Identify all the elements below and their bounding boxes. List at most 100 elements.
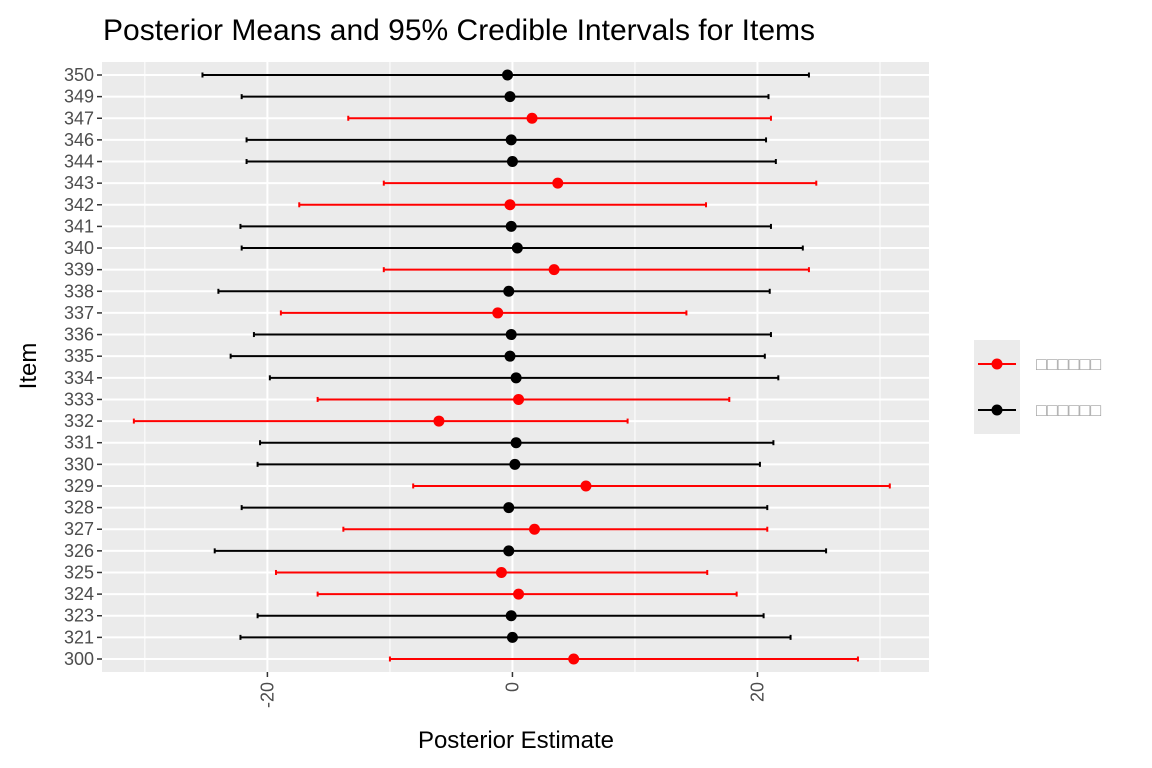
y-tick-label: 336 (64, 325, 94, 345)
y-tick-label: 338 (64, 281, 94, 301)
interval-item-349 (240, 91, 770, 103)
legend: □□□□□□ □□□□□□ (974, 340, 1101, 434)
mean-point (504, 199, 516, 211)
interval-item-325 (274, 566, 709, 578)
y-tick-label: 325 (64, 562, 94, 582)
interval-item-343 (382, 177, 818, 189)
mean-point (552, 177, 564, 189)
mean-point (513, 393, 525, 405)
mean-point (433, 415, 445, 427)
y-tick-label: 350 (64, 65, 94, 85)
interval-item-335 (229, 350, 766, 362)
y-tick-label: 326 (64, 541, 94, 561)
mean-point (510, 372, 522, 384)
interval-item-334 (268, 372, 780, 384)
mean-point (526, 112, 538, 124)
y-tick-label: 337 (64, 303, 94, 323)
mean-point (509, 458, 521, 470)
y-tick-label: 324 (64, 584, 94, 604)
interval-item-323 (256, 610, 765, 622)
y-axis-title: Item (15, 343, 42, 390)
x-axis-title: Posterior Estimate (418, 727, 614, 754)
mean-point (506, 156, 518, 168)
mean-point (505, 220, 517, 232)
y-tick-label: 344 (64, 152, 94, 172)
interval-item-324 (316, 588, 738, 600)
interval-item-346 (245, 134, 768, 146)
mean-point (492, 307, 504, 319)
interval-item-339 (382, 264, 810, 276)
interval-item-347 (347, 112, 772, 124)
legend-key-point-2 (991, 404, 1003, 416)
interval-item-342 (298, 199, 708, 211)
y-tick-label: 329 (64, 476, 94, 496)
y-tick-label: 335 (64, 346, 94, 366)
interval-item-329 (412, 480, 891, 492)
mean-point (503, 502, 515, 514)
x-tick-label: 0 (502, 682, 522, 692)
mean-point (513, 588, 525, 600)
interval-item-338 (217, 285, 771, 297)
y-tick-label: 346 (64, 130, 94, 150)
x-axis: -20 0 20 (257, 672, 767, 708)
y-tick-label: 349 (64, 87, 94, 107)
interval-item-344 (245, 156, 777, 168)
y-tick-label: 333 (64, 389, 94, 409)
y-tick-label: 327 (64, 519, 94, 539)
interval-item-340 (240, 242, 804, 254)
mean-point (506, 631, 518, 643)
interval-item-332 (132, 415, 629, 427)
interval-item-300 (388, 653, 859, 665)
interval-item-331 (259, 437, 775, 449)
y-tick-label: 328 (64, 498, 94, 518)
y-tick-label: 347 (64, 108, 94, 128)
x-tick-label: -20 (257, 682, 277, 708)
y-axis: 3503493473463443433423413403393383373363… (64, 65, 102, 669)
y-tick-label: 341 (64, 216, 94, 236)
interval-item-341 (239, 220, 772, 232)
interval-item-326 (213, 545, 828, 557)
y-tick-label: 331 (64, 433, 94, 453)
interval-item-321 (239, 631, 792, 643)
mean-point (510, 437, 522, 449)
interval-item-328 (240, 502, 769, 514)
legend-key-point-1 (991, 358, 1003, 370)
interval-item-330 (256, 458, 761, 470)
y-tick-label: 300 (64, 649, 94, 669)
y-tick-label: 321 (64, 627, 94, 647)
legend-label-1: □□□□□□ (1036, 354, 1101, 374)
y-tick-label: 323 (64, 606, 94, 626)
y-tick-label: 339 (64, 260, 94, 280)
y-tick-label: 343 (64, 173, 94, 193)
mean-point (502, 69, 514, 81)
mean-point (505, 329, 517, 341)
y-tick-label: 340 (64, 238, 94, 258)
chart-title: Posterior Means and 95% Credible Interva… (103, 14, 815, 47)
mean-point (495, 566, 507, 578)
interval-item-333 (316, 393, 731, 405)
mean-point (504, 350, 516, 362)
y-tick-label: 342 (64, 195, 94, 215)
intervals (132, 69, 891, 665)
y-tick-label: 330 (64, 454, 94, 474)
mean-point (568, 653, 580, 665)
mean-point (504, 91, 516, 103)
legend-label-2: □□□□□□ (1036, 400, 1101, 420)
x-tick-label: 20 (747, 682, 767, 702)
legend-box (974, 340, 1020, 434)
mean-point (580, 480, 592, 492)
interval-item-350 (201, 69, 810, 81)
mean-point (505, 134, 517, 146)
y-tick-label: 334 (64, 368, 94, 388)
interval-item-337 (279, 307, 688, 319)
mean-point (505, 610, 517, 622)
mean-point (511, 242, 523, 254)
mean-point (528, 523, 540, 535)
mean-point (503, 545, 515, 557)
plot-panel (102, 62, 929, 672)
y-tick-label: 332 (64, 411, 94, 431)
mean-point (503, 285, 515, 297)
mean-point (548, 264, 560, 276)
interval-item-336 (252, 329, 772, 341)
